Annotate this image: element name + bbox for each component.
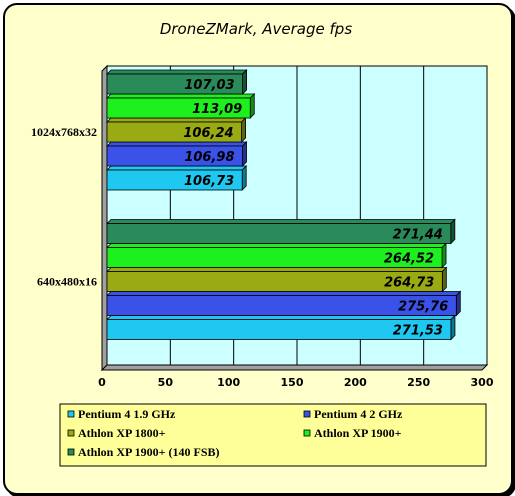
chart-title: DroneZMark, Average fps: [160, 20, 352, 38]
bar: [106, 93, 256, 119]
bar-top-face: [106, 69, 248, 75]
bar-front-face: [106, 319, 452, 340]
bar-end-face: [242, 69, 247, 95]
plot-floor: [100, 364, 489, 371]
bar: [106, 314, 456, 341]
bar-front-face: [106, 97, 251, 119]
x-tick-label: 100: [217, 376, 240, 389]
bar-end-face: [242, 141, 247, 167]
bar-end-face: [450, 218, 456, 245]
value-label: 106,73: [184, 174, 234, 189]
x-tick-label: 150: [281, 376, 304, 389]
legend-label: Athlon XP 1900+ (140 FSB): [78, 445, 220, 459]
bar-top-face: [106, 93, 256, 99]
legend: Pentium 4 1.9 GHz Pentium 4 2 GHz Athlon X…: [59, 403, 487, 467]
bar-end-face: [249, 93, 255, 119]
value-label: 113,09: [192, 102, 242, 117]
bar: [106, 165, 248, 191]
bar-top-face: [106, 267, 448, 272]
legend-box: [59, 403, 487, 467]
legend-swatch: [67, 429, 75, 437]
x-tick-label: 50: [158, 376, 174, 389]
bar: [106, 290, 462, 317]
bar-end-face: [455, 290, 461, 317]
bar-front-face: [106, 145, 243, 167]
legend-label: Pentium 4 2 GHz: [314, 407, 403, 421]
x-tick-label: 300: [471, 376, 494, 389]
value-label: 264,52: [384, 252, 434, 267]
bar: [106, 266, 448, 293]
bar-front-face: [106, 295, 457, 316]
legend-label: Pentium 4 1.9 GHz: [78, 407, 176, 421]
x-tick-label: 200: [344, 376, 367, 389]
legend-swatch: [303, 429, 311, 437]
category-label: 640x480x16: [37, 275, 97, 289]
plot-side-wall: [101, 64, 108, 372]
bar-top-face: [106, 243, 448, 248]
bar-top-face: [106, 219, 456, 224]
bar-front-face: [106, 223, 452, 244]
bar-front-face: [106, 121, 242, 143]
legend-swatch: [303, 410, 311, 418]
bar-top-face: [106, 141, 248, 147]
bar-end-face: [450, 314, 456, 341]
value-label: 264,73: [384, 276, 434, 291]
bar-front-face: [106, 73, 243, 95]
value-label: 106,24: [183, 126, 233, 141]
legend-label: Athlon XP 1900+: [314, 426, 402, 440]
bar-top-face: [106, 291, 462, 296]
legend-label: Athlon XP 1800+: [78, 426, 166, 440]
bar: [106, 218, 456, 245]
bar: [106, 141, 248, 167]
value-label: 271,44: [393, 228, 443, 243]
bar: [106, 69, 248, 95]
value-label: 107,03: [184, 78, 234, 93]
legend-swatch: [67, 410, 75, 418]
category-label: 1024x768x32: [31, 125, 97, 139]
bar-top-face: [106, 315, 456, 320]
bar-front-face: [106, 271, 443, 292]
value-label: 106,98: [184, 150, 234, 165]
x-tick-label: 250: [407, 376, 430, 389]
value-label: 275,76: [398, 300, 448, 315]
bar-front-face: [106, 247, 443, 268]
bar-front-face: [106, 169, 243, 191]
bar-top-face: [106, 165, 248, 171]
value-label: 271,53: [393, 324, 443, 339]
bar-end-face: [241, 117, 246, 143]
bar-end-face: [441, 266, 447, 293]
x-tick-label: 0: [98, 376, 106, 389]
plot-area: 0 50 100 150 200 250 300 1024x768x32 106,73 106,9…: [31, 64, 494, 389]
bar-end-face: [441, 242, 447, 269]
bar-end-face: [241, 165, 247, 191]
legend-swatch: [67, 448, 75, 456]
bar-top-face: [106, 117, 247, 123]
